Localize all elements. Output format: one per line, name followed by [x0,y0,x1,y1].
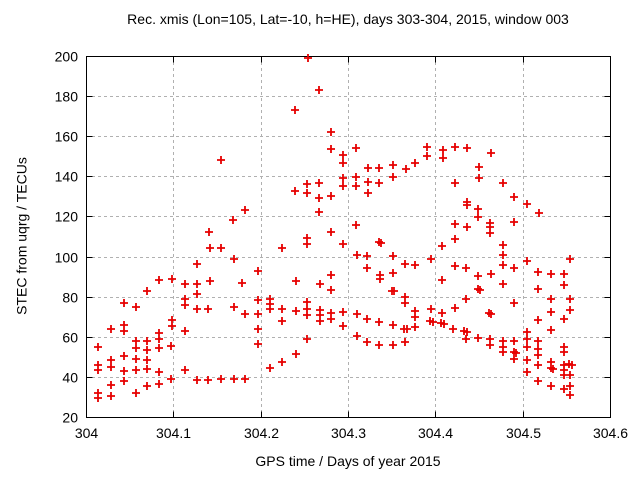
x-tick-label: 304.3 [331,425,366,441]
x-tick-label: 304 [75,425,99,441]
y-tick-label: 180 [55,89,79,105]
x-tick-label: 304.6 [593,425,628,441]
y-tick-label: 120 [55,209,79,225]
x-axis-title: GPS time / Days of year 2015 [255,453,441,469]
y-tick-label: 100 [55,250,79,266]
x-tick-label: 304.5 [506,425,541,441]
chart-title: Rec. xmis (Lon=105, Lat=-10, h=HE), days… [127,11,569,27]
y-tick-label: 40 [62,370,78,386]
data-points [94,54,576,402]
y-tick-label: 160 [55,129,79,145]
y-tick-label: 200 [55,49,79,65]
x-tick-label: 304.2 [244,425,279,441]
y-tick-label: 140 [55,169,79,185]
y-tick-label: 20 [62,410,78,426]
y-tick-label: 80 [62,290,78,306]
x-tick-label: 304.1 [156,425,191,441]
y-axis-title: STEC from uqrg / TECUs [13,157,30,315]
y-tick-label: 60 [62,330,78,346]
x-tick-label: 304.4 [418,425,453,441]
